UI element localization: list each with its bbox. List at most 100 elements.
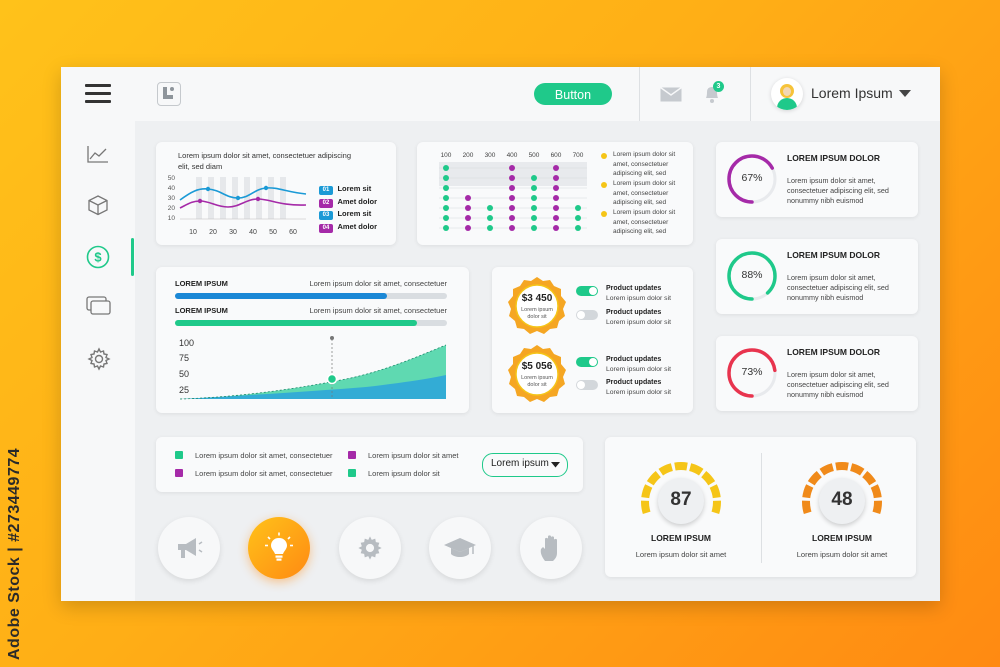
progress-desc: Lorem ipsum dolor sit amet, consectetuer (309, 306, 447, 315)
gauge-value: 48 (831, 489, 853, 510)
megaphone-button[interactable] (158, 517, 220, 579)
x-tick: 300 (485, 152, 496, 159)
settings-button[interactable] (339, 517, 401, 579)
primary-button[interactable]: Button (534, 83, 612, 105)
menu-icon[interactable] (85, 84, 111, 104)
data-point (263, 185, 269, 191)
x-tick: 500 (529, 152, 540, 159)
legend-chip: 03 (319, 211, 333, 220)
toggle-row: Product updates Lorem ipsum dolor sit (576, 309, 691, 331)
line-chart-card: Lorem ipsum dolor sit amet, consectetuer… (156, 142, 396, 245)
area-series-blue (180, 375, 446, 399)
price-amount: $3 450 (521, 293, 553, 304)
legend-square (348, 469, 356, 477)
ring-percent: 88% (741, 269, 763, 281)
y-tick: 20 (168, 205, 176, 212)
legend-label: Amet dolor (337, 196, 378, 206)
x-tick: 50 (269, 229, 277, 236)
gauge-segment (701, 470, 716, 486)
toggle-row: Product updates Lorem ipsum dolor sit (576, 356, 691, 378)
toggle-switch[interactable] (576, 357, 598, 367)
dot-column (443, 165, 449, 231)
price-badge (508, 277, 566, 334)
gauge-title: LOREM IPSUM (651, 533, 711, 543)
legend-text: Lorem ipsum dolor sit amet, consectetuer (195, 451, 333, 460)
mail-icon[interactable] (660, 87, 682, 102)
legend-label: Amet dolor (337, 221, 378, 231)
dot-column (575, 205, 581, 231)
chevron-down-icon[interactable] (899, 90, 911, 98)
ring-progress (727, 348, 777, 398)
x-tick: 700 (573, 152, 584, 159)
gauge-segment (849, 463, 865, 476)
logo-icon (157, 82, 181, 106)
data-point (197, 198, 203, 204)
legend-text: Lorem ipsum dolor sit amet (368, 451, 459, 460)
progress-track (175, 293, 447, 299)
avatar[interactable] (771, 78, 803, 110)
progress-fill (175, 293, 388, 299)
dollar-icon[interactable]: $ (86, 245, 110, 269)
ring-percent: 73% (741, 366, 763, 378)
area-marker (326, 373, 338, 385)
gauge-segment (862, 470, 877, 486)
ring-progress (727, 251, 777, 301)
gauge-value: 87 (670, 489, 692, 510)
user-name[interactable]: Lorem Ipsum (811, 85, 893, 101)
legend-text: Lorem ipsum dolor sit amet, consectetuer… (613, 209, 676, 235)
x-tick: 60 (289, 229, 297, 236)
gauge-segment (688, 463, 704, 476)
toggle-title: Product updates (606, 285, 662, 292)
x-tick: 40 (249, 229, 257, 236)
legend-dropdown-card: Lorem ipsum dolor sit amet, consectetuer… (156, 437, 583, 492)
x-tick: 400 (507, 152, 518, 159)
gauge (802, 462, 882, 515)
legend-square (175, 451, 183, 459)
progress-title: LOREM IPSUM (175, 279, 228, 288)
toggle-switch[interactable] (576, 380, 598, 390)
toggle-title: Product updates (606, 379, 662, 386)
dropdown-value: Lorem ipsum (491, 458, 549, 469)
progress-area-card: LOREM IPSUM Lorem ipsum dolor sit amet, … (156, 267, 469, 413)
y-tick: 50 (168, 175, 176, 182)
dropdown-select[interactable]: Lorem ipsum (482, 453, 568, 477)
legend-square (175, 469, 183, 477)
ring-desc: Lorem ipsum dolor sit amet, consectetuer… (787, 273, 889, 302)
x-tick: 10 (189, 229, 197, 236)
price-sub: Lorem ipsum dolor sit (521, 375, 553, 388)
progress-title: LOREM IPSUM (175, 306, 228, 315)
progress-desc: Lorem ipsum dolor sit amet, consectetuer (309, 279, 447, 288)
gauge-segment (870, 484, 882, 499)
y-tick: 10 (168, 215, 176, 222)
ring-card: 88% LOREM IPSUM DOLOR Lorem ipsum dolor … (716, 239, 918, 314)
toggle-switch[interactable] (576, 310, 598, 320)
toggle-title: Product updates (606, 356, 662, 363)
toggle-row: Product updates Lorem ipsum dolor sit (576, 379, 691, 401)
cards-icon[interactable] (86, 296, 112, 316)
cube-icon[interactable] (87, 194, 109, 216)
legend-dot (601, 211, 607, 217)
series-line-purple (179, 198, 307, 209)
gauge (641, 462, 721, 515)
legend-chip: 01 (319, 186, 333, 195)
gauge-desc: Lorem ipsum dolor sit amet (635, 550, 727, 559)
ring-percent: 67% (741, 172, 763, 184)
y-tick: 100 (179, 338, 194, 348)
gauge-segment (872, 500, 882, 515)
gauge-segment (646, 470, 661, 486)
hand-button[interactable] (520, 517, 582, 579)
gauge-segment (709, 484, 721, 499)
x-tick: 20 (209, 229, 217, 236)
lightbulb-button[interactable] (248, 517, 310, 579)
chart-line-icon[interactable] (87, 145, 109, 163)
x-tick: 100 (441, 152, 452, 159)
legend-text: Lorem ipsum dolor sit amet, consectetuer… (613, 151, 676, 177)
gear-icon[interactable] (87, 347, 111, 371)
x-tick: 30 (229, 229, 237, 236)
toggle-switch[interactable] (576, 286, 598, 296)
chart-legend: 01 Lorem sit 02 Amet dolor 03 Lorem sit … (319, 178, 393, 233)
hand-icon (540, 535, 557, 561)
education-button[interactable] (429, 517, 491, 579)
legend-dot (601, 182, 607, 188)
y-tick: 50 (179, 369, 189, 379)
